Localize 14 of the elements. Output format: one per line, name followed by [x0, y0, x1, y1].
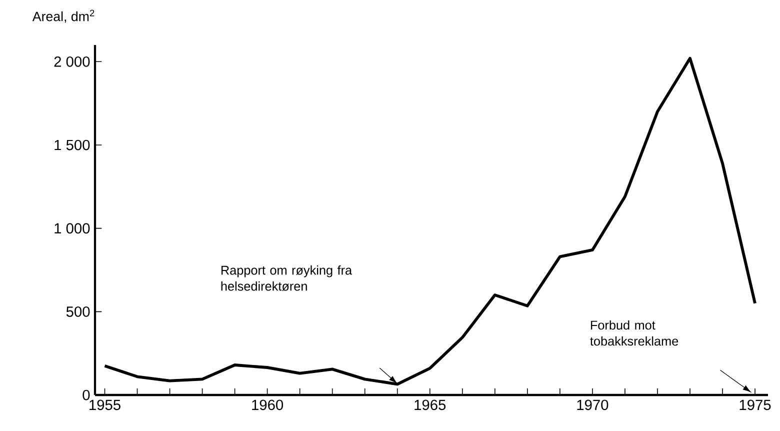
annotation: Forbud mot tobakksreklame [590, 320, 678, 346]
x-tick-label: 1975 [740, 400, 771, 410]
y-tick-label: 2 000 [54, 56, 90, 67]
x-tick-label: 1965 [414, 400, 446, 410]
y-tick-label: 1 000 [54, 223, 90, 234]
annotation: Rapport om røyking fra helsedirektøren [221, 265, 352, 291]
x-tick-label: 1955 [90, 400, 120, 410]
y-tick-label: 0 [82, 390, 90, 400]
y-axis-title: Areal, dm$^{2}$ [32, 10, 94, 23]
x-tick-label: 1970 [577, 400, 608, 410]
line-series [103, 56, 756, 386]
y-tick-label: 1 500 [54, 140, 90, 150]
y-tick-label: 500 [66, 306, 90, 317]
x-tick-label: 1960 [252, 400, 284, 410]
